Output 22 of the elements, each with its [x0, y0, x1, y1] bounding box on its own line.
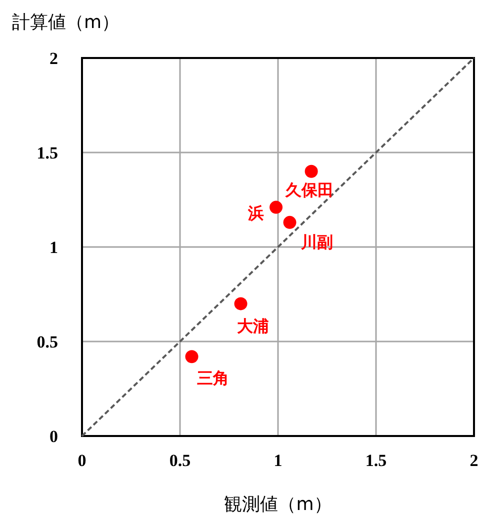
y-tick-label: 0: [50, 427, 58, 446]
x-tick-label: 0.5: [169, 451, 191, 470]
point: [234, 297, 248, 310]
point: [185, 350, 198, 364]
annotation: 久保田: [284, 180, 334, 200]
y-axis-title: 計算値（m）: [12, 12, 120, 33]
point: [283, 216, 296, 229]
x-tick-label: 1: [274, 451, 282, 470]
annotation: 大浦: [236, 316, 269, 336]
annotation: 川副: [300, 232, 333, 252]
y-tick-label: 1.5: [36, 144, 58, 162]
x-tick-label: 2: [470, 451, 478, 470]
x-tick-label: 0: [78, 451, 86, 470]
point: [270, 200, 283, 214]
y-tick-label: 2: [50, 49, 58, 68]
x-axis-title: 観測値（m）: [224, 494, 332, 515]
point: [304, 164, 318, 178]
x-tick-label: 1.5: [365, 451, 387, 470]
annotation: 浜: [247, 203, 264, 222]
annotation: 三角: [196, 368, 229, 388]
y-tick-label: 0.5: [36, 332, 58, 352]
y-tick-label: 1: [50, 238, 58, 257]
